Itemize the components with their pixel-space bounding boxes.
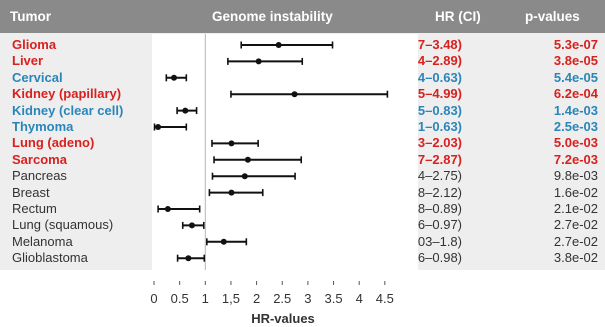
row-p-value: 7.2e-03 xyxy=(553,151,598,167)
row-p-value: 2.7e-02 xyxy=(553,233,598,249)
row-tumor-label: Kidney (clear cell) xyxy=(12,102,124,118)
header-hr-ci: HR (CI) xyxy=(435,9,481,24)
x-axis-label: HR-values xyxy=(251,311,315,326)
hr-point xyxy=(188,222,195,229)
row-p-value: 1.6e-02 xyxy=(553,184,598,200)
x-tick-label: 4.5 xyxy=(376,291,394,306)
header-tumor: Tumor xyxy=(10,9,51,24)
row-p-value: 9.8e-03 xyxy=(553,168,598,184)
row-tumor-label: Kidney (papillary) xyxy=(12,86,122,102)
hr-point xyxy=(275,42,282,48)
header-genome-instability: Genome instability xyxy=(212,9,333,24)
row-p-value: 2.7e-02 xyxy=(553,217,598,233)
hr-point xyxy=(228,140,235,147)
hr-point xyxy=(220,238,227,245)
x-tick-label: 1 xyxy=(202,291,209,306)
row-tumor-label: Pancreas xyxy=(12,168,67,184)
hr-point xyxy=(228,189,235,196)
hr-point xyxy=(182,107,189,114)
row-p-value: 5.3e-07 xyxy=(553,37,598,52)
row-tumor-label: Liver xyxy=(12,53,44,69)
row-p-value: 2.1e-02 xyxy=(553,201,598,216)
x-tick-label: 3.5 xyxy=(325,291,343,306)
row-tumor-label: Lung (adeno) xyxy=(12,135,95,151)
row-tumor-label: Sarcoma xyxy=(12,151,67,167)
hr-point xyxy=(244,156,251,163)
x-tick-label: 2 xyxy=(253,291,260,306)
row-p-value: 2.5e-03 xyxy=(553,119,598,134)
hr-point xyxy=(291,91,298,98)
hr-point xyxy=(255,58,262,65)
x-tick-label: 0 xyxy=(150,291,157,306)
row-p-value: 3.8e-05 xyxy=(553,53,598,69)
plot-area xyxy=(152,34,418,270)
row-p-value: 5.0e-03 xyxy=(553,135,598,151)
hr-point xyxy=(155,124,162,130)
row-tumor-label: Thymoma xyxy=(12,119,74,134)
row-p-value: 6.2e-04 xyxy=(553,86,598,102)
x-tick-label: 3 xyxy=(304,291,311,306)
row-tumor-label: Lung (squamous) xyxy=(12,217,114,233)
x-tick-label: 2.5 xyxy=(273,291,291,306)
row-tumor-label: Breast xyxy=(12,184,50,200)
hr-point xyxy=(185,255,192,262)
row-p-value: 1.4e-03 xyxy=(553,102,598,118)
row-tumor-label: Glioma xyxy=(12,37,57,52)
row-tumor-label: Melanoma xyxy=(12,233,73,249)
hr-point xyxy=(164,206,171,212)
x-tick-label: 1,5 xyxy=(222,291,240,306)
row-tumor-label: Cervical xyxy=(12,69,63,85)
header-p-values: p-values xyxy=(525,9,580,24)
row-p-value: 5.4e-05 xyxy=(553,69,598,85)
x-tick-label: 0.5 xyxy=(171,291,189,306)
row-tumor-label: Glioblastoma xyxy=(12,250,88,266)
row-tumor-label: Rectum xyxy=(12,201,57,216)
header-bar xyxy=(0,0,605,33)
hr-point xyxy=(241,173,248,180)
hr-point xyxy=(171,74,178,81)
x-tick-label: 4 xyxy=(356,291,363,306)
row-p-value: 3.8e-02 xyxy=(553,250,598,266)
